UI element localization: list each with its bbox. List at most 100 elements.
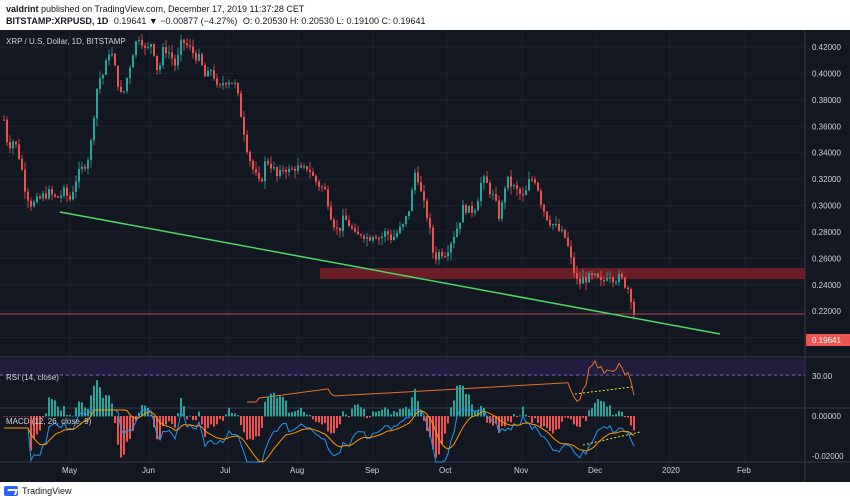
macd-bar	[108, 395, 110, 417]
trendline[interactable]	[59, 211, 721, 335]
macd-tick: 0.00000	[812, 412, 841, 421]
macd-bar	[531, 416, 533, 424]
candle-body	[408, 211, 410, 216]
candle-body	[321, 186, 323, 188]
candle-body	[192, 46, 194, 54]
candle-body	[471, 205, 473, 213]
price-tick: 0.40000	[812, 69, 841, 78]
candle-body	[291, 168, 293, 170]
last-price-label: 0.19641	[812, 336, 841, 345]
macd-bar	[195, 416, 197, 421]
macd-bar	[210, 416, 212, 425]
macd-bar	[180, 397, 182, 417]
macd-bar	[597, 398, 599, 417]
candle-body	[231, 82, 233, 85]
candle-body	[276, 167, 278, 176]
macd-bar	[162, 416, 164, 426]
candle-body	[540, 190, 542, 205]
candle-body	[327, 189, 329, 207]
candle-body	[156, 55, 158, 70]
candle-body	[582, 277, 584, 284]
candle-body	[216, 78, 218, 85]
time-axis: May Jun Jul Aug Sep Oct Nov Dec 2020 Feb	[62, 466, 751, 475]
candle-body	[63, 187, 65, 196]
macd-bar	[411, 397, 413, 417]
candle-body	[426, 200, 428, 219]
candle-body	[198, 53, 200, 61]
macd-legend[interactable]: MACD (12, 26, close, 9)	[6, 417, 92, 426]
macd-tick: -0.02000	[812, 452, 844, 461]
macd-bar	[462, 385, 464, 417]
candle-body	[519, 189, 521, 194]
candle-body	[96, 88, 98, 119]
candle-body	[498, 200, 500, 219]
price-chart[interactable]: XRP / U.S. Dollar, 1D, BITSTAMP RSI (14,…	[0, 30, 850, 482]
author-name[interactable]: valdrint	[6, 4, 39, 14]
macd-bar	[189, 415, 191, 417]
candle-body	[492, 193, 494, 195]
macd-bar	[63, 406, 65, 417]
brand-name[interactable]: TradingView	[22, 486, 72, 496]
candle-body	[129, 67, 131, 78]
candle-body	[195, 53, 197, 61]
candle-body	[6, 119, 8, 143]
candle-body	[147, 46, 149, 48]
macd-bar	[252, 416, 254, 440]
macd-bar	[585, 416, 587, 421]
candle-body	[33, 202, 35, 207]
price-tick: 0.30000	[812, 202, 841, 211]
macd-bar	[273, 392, 275, 417]
macd-bar	[99, 387, 101, 417]
candle-body	[363, 235, 365, 239]
price-tick: 0.34000	[812, 149, 841, 158]
macd-bar	[549, 416, 551, 432]
candle-body	[174, 58, 176, 66]
candle-body	[381, 236, 383, 239]
candle-body	[357, 231, 359, 235]
macd-bar	[204, 416, 206, 438]
candle-body	[546, 211, 548, 220]
candle-body	[261, 178, 263, 182]
macd-bar	[483, 407, 485, 417]
macd-bar	[456, 385, 458, 417]
macd-bar	[408, 408, 410, 417]
tradingview-logo-icon[interactable]	[4, 486, 18, 496]
candle-body	[306, 166, 308, 170]
macd-bar	[27, 416, 29, 417]
macd-bar	[258, 416, 260, 437]
candle-body	[537, 182, 539, 191]
candle-body	[165, 47, 167, 54]
candle-body	[114, 54, 116, 66]
rsi-legend[interactable]: RSI (14, close)	[6, 373, 59, 382]
candle-body	[633, 301, 635, 315]
macd-bar	[474, 410, 476, 417]
macd-bar	[555, 416, 557, 430]
price-tick: 0.28000	[812, 228, 841, 237]
macd-bar	[54, 400, 56, 417]
candle-body	[60, 195, 62, 198]
macd-bar	[504, 416, 506, 427]
candle-body	[111, 54, 113, 56]
macd-bar	[342, 411, 344, 417]
resistance-zone[interactable]	[320, 268, 805, 279]
macd-bar	[615, 414, 617, 417]
macd-bar	[60, 410, 62, 417]
candle-body	[483, 176, 485, 183]
macd-bar	[270, 393, 272, 417]
candle-body	[387, 231, 389, 235]
candle-body	[9, 142, 11, 149]
macd-bar	[66, 414, 68, 417]
macd-bar	[516, 416, 518, 418]
macd-bar	[303, 411, 305, 417]
candle-body	[621, 273, 623, 278]
macd-bar	[120, 416, 122, 458]
main-legend[interactable]: XRP / U.S. Dollar, 1D, BITSTAMP	[6, 37, 126, 46]
candle-body	[564, 229, 566, 238]
macd-bar	[84, 407, 86, 417]
macd-bar	[480, 405, 482, 417]
macd-bar	[117, 416, 119, 445]
macd-bar	[603, 401, 605, 417]
candle-body	[315, 175, 317, 182]
candle-body	[348, 220, 350, 227]
candle-body	[54, 194, 56, 197]
